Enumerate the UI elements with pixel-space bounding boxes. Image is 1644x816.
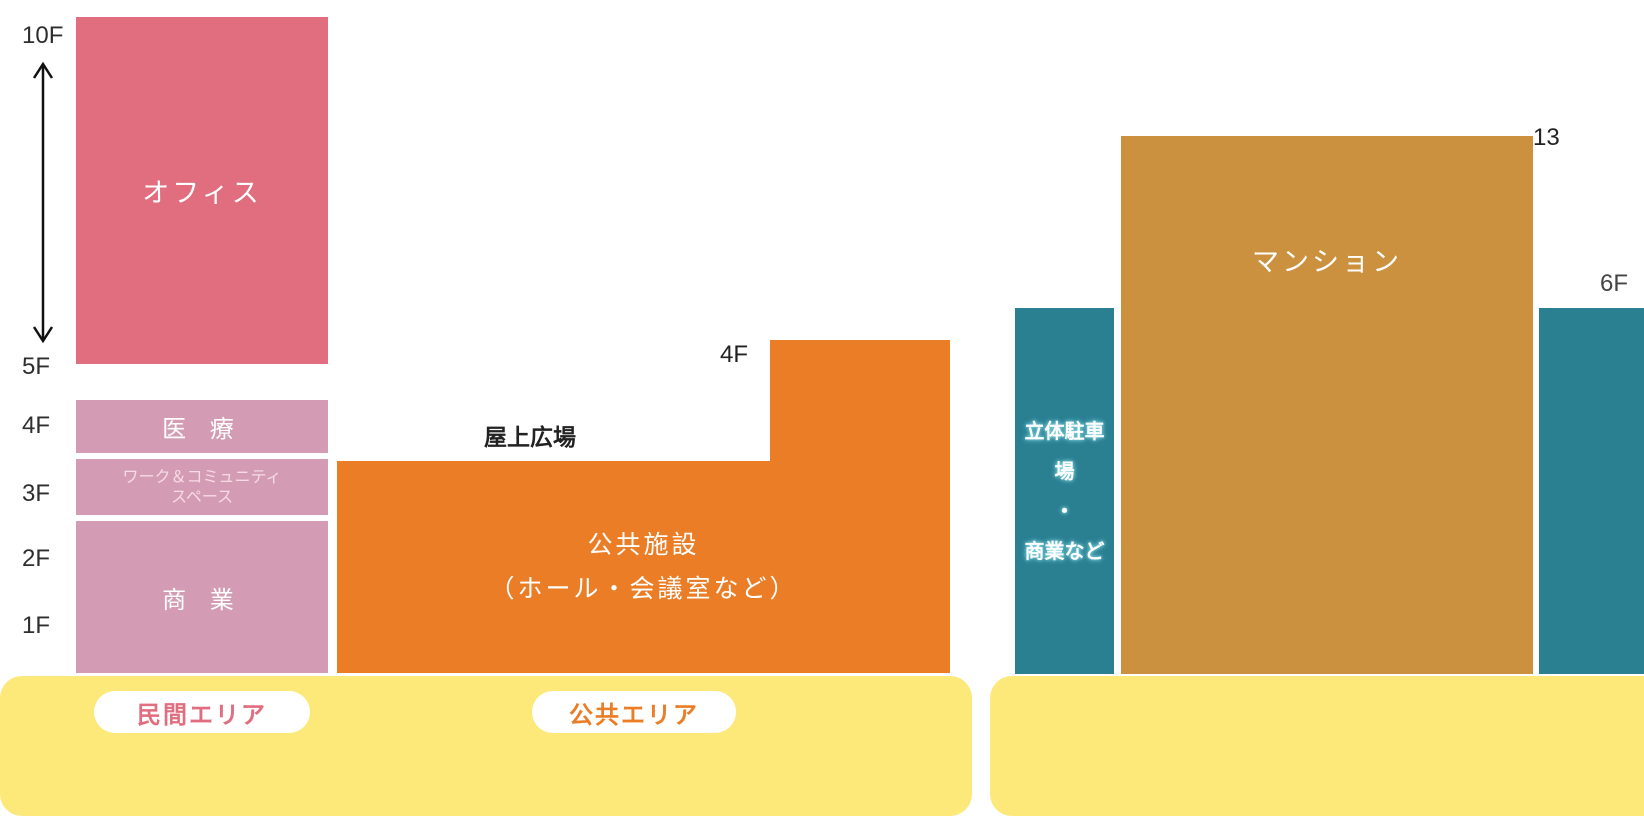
floor-label-3f: 3F bbox=[22, 480, 51, 507]
private-area-label: 民間エリア bbox=[137, 700, 267, 729]
public-facility-label-line1: 公共施設 bbox=[587, 530, 700, 559]
private-area-pill: 民間エリア bbox=[94, 691, 310, 733]
floor-label-5f: 5F bbox=[22, 353, 51, 380]
ground-band-right bbox=[990, 676, 1644, 816]
mansion-label: マンション bbox=[1252, 247, 1402, 278]
rooftop-plaza-label: 屋上広場 bbox=[484, 425, 576, 451]
parking-label-line2: ・ bbox=[1054, 499, 1075, 523]
parking-label-line1: 立体駐車場 bbox=[1024, 419, 1105, 483]
commerce-block: 商 業 bbox=[76, 521, 328, 673]
public-area-pill: 公共エリア bbox=[532, 691, 736, 733]
floor-label-10f: 10F bbox=[22, 22, 64, 49]
floor-label-2f: 2F bbox=[22, 545, 51, 572]
medical-label: 医 療 bbox=[162, 415, 242, 443]
work-space-label-line1: ワーク＆コミュニティ bbox=[122, 467, 282, 486]
parking-label-line3: 商業など bbox=[1024, 539, 1105, 563]
office-label: オフィス bbox=[142, 178, 262, 209]
public-facility-tower bbox=[770, 340, 950, 465]
floor-label-1f: 1F bbox=[22, 612, 51, 639]
mansion-block: マンション bbox=[1121, 136, 1533, 674]
public-area-label: 公共エリア bbox=[569, 700, 699, 729]
public-facility-block: 公共施設 （ホール・会議室など） bbox=[337, 461, 950, 673]
right-parking-height-label: 6F bbox=[1600, 270, 1629, 297]
office-block: オフィス bbox=[76, 17, 328, 364]
work-space-label-line2: スペース bbox=[170, 487, 234, 506]
work-community-space-block: ワーク＆コミュニティ スペース bbox=[76, 459, 328, 515]
commerce-label: 商 業 bbox=[162, 585, 242, 614]
public-height-label: 4F bbox=[720, 341, 749, 368]
public-facility-label-line2: （ホール・会議室など） bbox=[489, 574, 798, 603]
right-parking-block bbox=[1539, 308, 1644, 674]
medical-block: 医 療 bbox=[76, 400, 328, 453]
mansion-height-label: 13 bbox=[1533, 124, 1560, 151]
double-arrow-icon bbox=[32, 61, 54, 344]
parking-block: 立体駐車場 ・ 商業など bbox=[1015, 308, 1114, 674]
floor-label-4f: 4F bbox=[22, 412, 51, 439]
